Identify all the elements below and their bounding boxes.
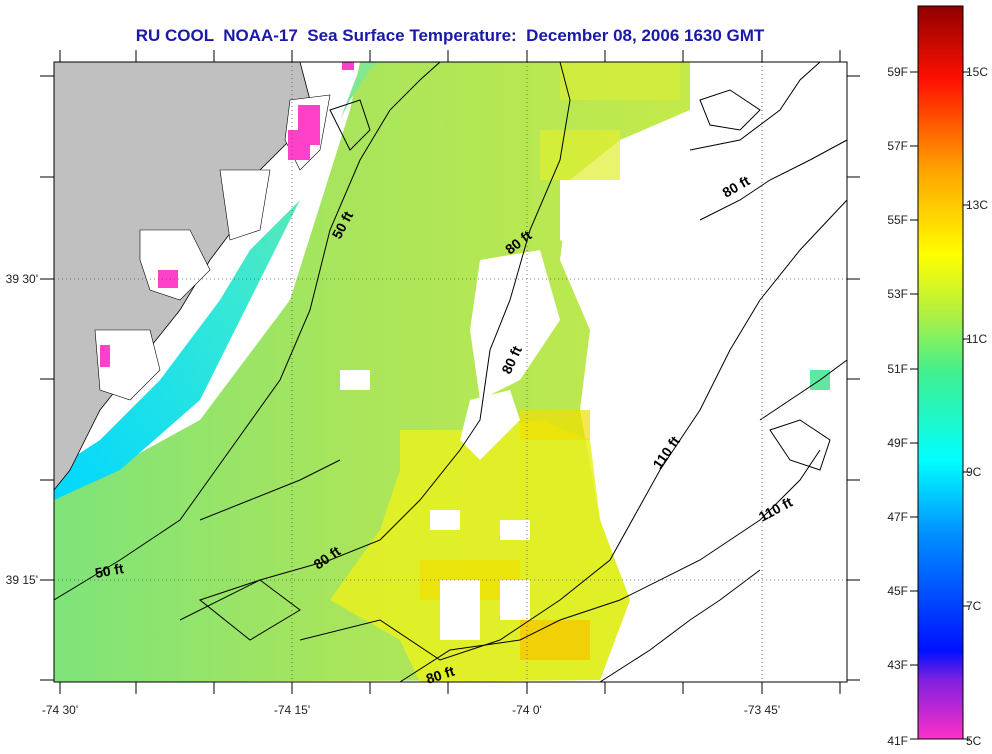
sst-field: [54, 62, 830, 682]
depth-contours: [54, 62, 847, 682]
y-tick-label: 39 15': [6, 573, 38, 587]
map-title: RU COOL NOAA-17 Sea Surface Temperature:…: [135, 26, 765, 45]
y-tick-label: 39 30': [6, 272, 38, 286]
x-tick-label: -74 0': [512, 703, 542, 717]
x-tick-label: -74 30': [42, 703, 78, 717]
x-tick-label: -73 45': [744, 703, 780, 717]
contour-label: 50 ft: [94, 560, 125, 581]
x-tick-label: -74 15': [274, 703, 310, 717]
axis-ticks: [40, 50, 860, 694]
grid: [54, 62, 847, 682]
map-frame: [53, 61, 848, 683]
